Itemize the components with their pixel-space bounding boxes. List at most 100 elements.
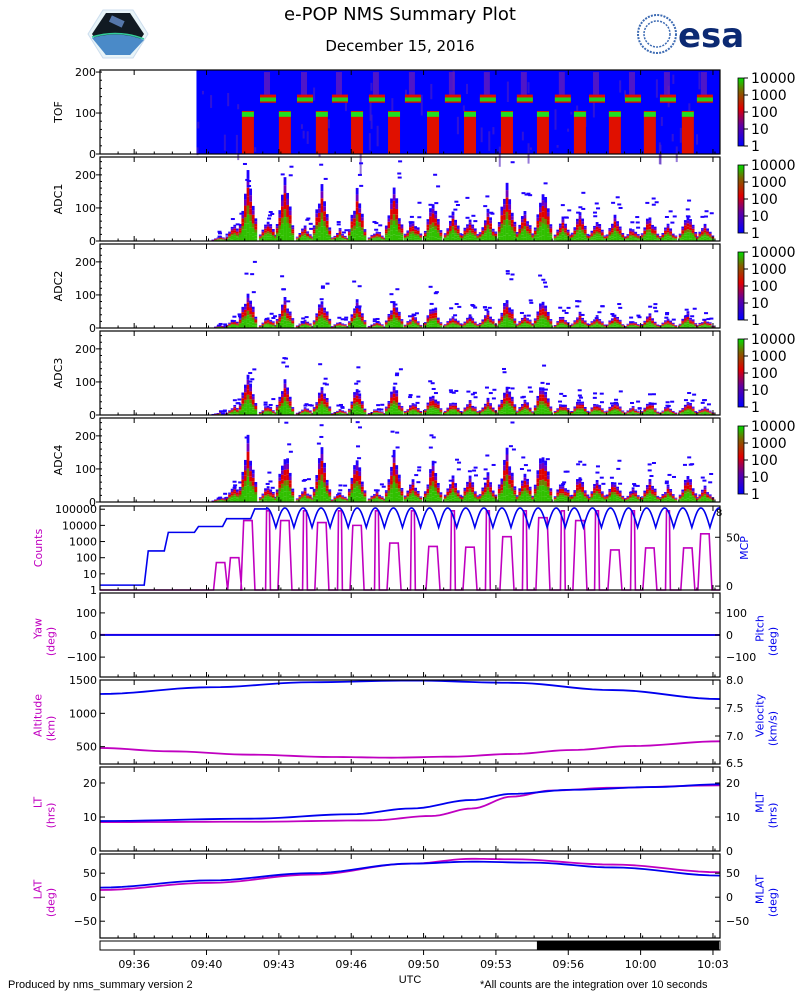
adc-burst-cell bbox=[678, 324, 682, 326]
adc-sparse-cell bbox=[398, 368, 403, 371]
adc-burst-cell bbox=[275, 319, 279, 321]
adc-burst-cell bbox=[658, 236, 662, 237]
adc-burst-cell bbox=[416, 232, 420, 235]
adc-burst-cell bbox=[271, 321, 275, 323]
adc-burst-cell bbox=[531, 239, 535, 241]
adc-burst-cell bbox=[454, 322, 458, 324]
adc-sparse-cell bbox=[505, 270, 510, 273]
adc-burst-cell bbox=[497, 407, 501, 409]
adc-burst-cell bbox=[286, 308, 289, 311]
adc-sparse-cell bbox=[581, 191, 586, 194]
adc-burst-cell bbox=[570, 238, 574, 240]
adc-burst-cell bbox=[549, 407, 553, 409]
adc-burst-cell bbox=[613, 218, 617, 222]
adc-sparse-cell bbox=[436, 185, 441, 188]
adc-burst-cell bbox=[645, 224, 649, 228]
adc-burst-cell bbox=[419, 326, 423, 327]
adc-burst-cell bbox=[325, 311, 329, 314]
adc-burst-cell bbox=[497, 231, 501, 234]
adc-burst-cell bbox=[600, 233, 604, 236]
adc-burst-cell bbox=[251, 219, 255, 224]
adc-burst-cell bbox=[235, 228, 239, 231]
adc-burst-cell bbox=[651, 324, 654, 326]
tof-burst-column bbox=[536, 110, 549, 154]
adc-burst-cell bbox=[317, 322, 321, 326]
adc-burst-cell bbox=[426, 323, 430, 325]
adc-burst-cell bbox=[664, 325, 667, 327]
adc-burst-cell bbox=[544, 207, 548, 214]
adc-burst-cell bbox=[360, 408, 364, 410]
adc-burst-cell bbox=[536, 214, 540, 218]
adc-sparse-cell bbox=[343, 318, 348, 321]
adc-burst-cell bbox=[683, 238, 687, 241]
adc-burst-cell bbox=[528, 233, 532, 236]
adc-burst-cell bbox=[238, 406, 242, 408]
adc-burst-cell bbox=[515, 234, 519, 236]
adc-burst-cell bbox=[473, 411, 477, 413]
adc-burst-cell bbox=[271, 325, 275, 327]
adc-burst-cell bbox=[333, 324, 337, 326]
tof-noise-cell bbox=[554, 109, 557, 130]
adc-burst-cell bbox=[566, 322, 570, 323]
tof-noise-cell bbox=[556, 145, 559, 148]
adc-burst-cell bbox=[561, 216, 565, 220]
adc-burst-cell bbox=[280, 310, 284, 314]
adc-burst-cell bbox=[544, 213, 548, 219]
tof-noise-cell bbox=[527, 82, 530, 94]
adc-burst-cell bbox=[544, 218, 548, 225]
adc-burst-cell bbox=[523, 210, 527, 215]
adc-burst-cell bbox=[446, 323, 450, 325]
adc-burst-cell bbox=[683, 316, 687, 319]
adc-burst-cell bbox=[373, 325, 376, 326]
adc-burst-cell bbox=[573, 232, 577, 235]
adc-burst-cell bbox=[505, 211, 509, 220]
adc-sparse-cell bbox=[690, 315, 695, 318]
adc-burst-cell bbox=[258, 326, 262, 328]
adc-sparse-cell bbox=[268, 403, 273, 406]
adc-burst-cell bbox=[666, 324, 670, 326]
adc-burst-cell bbox=[403, 412, 407, 413]
adc-burst-cell bbox=[648, 313, 652, 316]
adc-burst-cell bbox=[520, 225, 524, 229]
adc-burst-cell bbox=[463, 231, 467, 233]
adc-sparse-cell bbox=[472, 391, 477, 394]
adc-burst-cell bbox=[683, 320, 687, 322]
adc-burst-cell bbox=[378, 323, 382, 324]
adc-burst-cell bbox=[466, 326, 469, 328]
adc-burst-cell bbox=[683, 235, 687, 239]
adc-burst-cell bbox=[653, 324, 657, 325]
adc-burst-cell bbox=[325, 400, 329, 403]
adc-burst-cell bbox=[708, 235, 712, 237]
adc-sparse-cell bbox=[578, 206, 583, 209]
adc-burst-cell bbox=[397, 315, 401, 318]
adc-burst-cell bbox=[443, 413, 447, 414]
adc-burst-cell bbox=[518, 238, 522, 241]
adc-sparse-cell bbox=[408, 221, 413, 224]
adc-sparse-cell bbox=[354, 382, 359, 385]
adc-burst-cell bbox=[350, 411, 354, 414]
adc-burst-cell bbox=[451, 407, 455, 409]
adc-burst-cell bbox=[569, 236, 573, 237]
adc-burst-cell bbox=[317, 406, 321, 410]
adc-burst-cell bbox=[460, 413, 464, 415]
adc-burst-cell bbox=[355, 408, 359, 412]
tof-noise-cell bbox=[696, 134, 699, 145]
adc-burst-cell bbox=[360, 326, 364, 328]
adc-sparse-cell bbox=[247, 180, 252, 183]
adc-burst-cell bbox=[370, 237, 374, 238]
adc-burst-cell bbox=[526, 405, 529, 408]
adc-burst-cell bbox=[416, 408, 420, 410]
adc-burst-cell bbox=[590, 239, 594, 241]
adc-burst-cell bbox=[686, 235, 690, 239]
adc-burst-cell bbox=[648, 322, 652, 325]
adc-burst-cell bbox=[411, 326, 415, 328]
adc-burst-cell bbox=[510, 321, 514, 324]
adc-burst-cell bbox=[561, 319, 565, 322]
adc-burst-cell bbox=[454, 402, 458, 405]
adc-burst-cell bbox=[244, 324, 247, 328]
adc-burst-cell bbox=[515, 325, 519, 327]
adc-burst-cell bbox=[363, 232, 367, 234]
adc-sparse-cell bbox=[567, 209, 572, 212]
adc-burst-cell bbox=[541, 311, 545, 315]
adc-burst-cell bbox=[219, 412, 223, 413]
